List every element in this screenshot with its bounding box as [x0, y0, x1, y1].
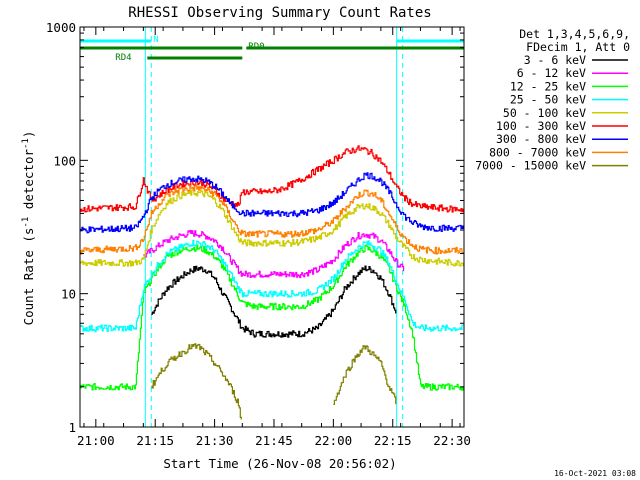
series-line-3-seg-0 — [80, 239, 464, 333]
legend-header-2: FDecim 1, Att 0 — [526, 40, 630, 54]
svg-text:Count Rate (s-1 detector-1): Count Rate (s-1 detector-1) — [21, 131, 36, 326]
series-line-6-seg-0 — [80, 172, 464, 234]
chart-title: RHESSI Observing Summary Count Rates — [128, 5, 431, 21]
x-tick-label: 22:30 — [433, 433, 471, 448]
y-label-mid: detector — [21, 149, 36, 217]
legend-entry-label-1: 6 - 12 keV — [517, 66, 586, 80]
series-line-1-seg-0 — [143, 229, 405, 279]
legend-entry-label-6: 300 - 800 keV — [496, 132, 586, 146]
legend-header-1: Det 1,3,4,5,6,9, — [519, 27, 630, 41]
y-label-main: Count Rate (s — [21, 228, 36, 326]
event-lines — [144, 27, 464, 427]
legend-entry-label-3: 25 - 50 keV — [510, 93, 586, 107]
legend-entry-label-0: 3 - 6 keV — [524, 53, 586, 67]
x-tick-label: 21:15 — [136, 433, 174, 448]
x-tick-label: 22:00 — [315, 433, 353, 448]
legend-entry-label-2: 12 - 25 keV — [510, 79, 586, 93]
series-group — [80, 145, 464, 420]
y-tick-label: 1 — [68, 420, 76, 435]
status-flags: N RD0 RD4 — [80, 35, 464, 63]
x-axis-label: Start Time (26-Nov-08 20:56:02) — [163, 456, 396, 471]
y-tick-label: 10 — [61, 287, 76, 302]
plot-frame — [79, 26, 465, 428]
y-tick-label: 1000 — [46, 20, 76, 35]
flag-label-2: RD4 — [115, 53, 131, 63]
x-tick-label: 21:30 — [196, 433, 234, 448]
series-line-7-seg-0 — [80, 184, 464, 255]
legend-entry-label-8: 7000 - 15000 keV — [475, 159, 586, 173]
legend-entry-label-4: 50 - 100 keV — [503, 106, 586, 120]
timestamp: 16-Oct-2021 03:08 — [554, 469, 636, 478]
series-line-8-seg-0 — [151, 343, 242, 420]
series-line-4-seg-0 — [80, 189, 464, 267]
legend-entry-label-5: 100 - 300 keV — [496, 119, 586, 133]
x-tick-label: 21:00 — [77, 433, 115, 448]
y-axis-label: Count Rate (s-1 detector-1) — [21, 131, 36, 326]
x-tick-label: 22:15 — [374, 433, 412, 448]
series-line-5-seg-0 — [80, 145, 464, 213]
legend-entry-label-7: 800 - 7000 keV — [489, 145, 586, 159]
legend: Det 1,3,4,5,6,9, FDecim 1, Att 0 3 - 6 k… — [475, 27, 630, 173]
series-line-8-seg-1 — [333, 345, 397, 405]
y-label-sup1: -1 — [21, 217, 31, 228]
flag-label-1: RD0 — [248, 42, 264, 52]
flag-label-0: N — [153, 35, 158, 45]
series-line-0-seg-0 — [151, 265, 397, 338]
y-label-sup2: -1 — [21, 138, 31, 149]
x-tick-label: 21:45 — [255, 433, 293, 448]
x-axis-ticks: 21:00 21:15 21:30 21:45 22:00 22:15 22:30 — [77, 27, 471, 448]
y-label-end: ) — [21, 131, 36, 139]
series-line-2-seg-0 — [80, 244, 464, 391]
y-tick-label: 100 — [53, 153, 76, 168]
